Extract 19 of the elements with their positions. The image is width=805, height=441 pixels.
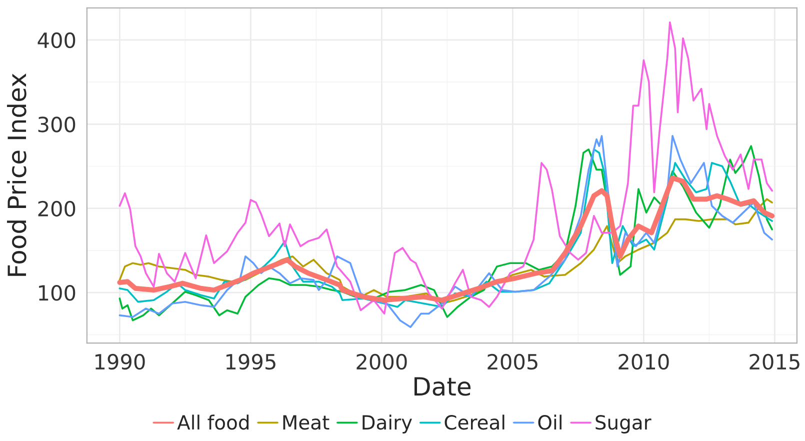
x-tick-label: 2015 bbox=[750, 354, 800, 370]
legend-label: Meat bbox=[283, 415, 330, 430]
x-tick-label: 2010 bbox=[618, 354, 669, 370]
legend-label: Oil bbox=[538, 414, 562, 430]
legend-label: All food bbox=[177, 414, 249, 430]
x-axis-title: Date bbox=[414, 377, 470, 396]
y-axis-title: Food Price Index bbox=[7, 74, 26, 276]
x-tick-label: 1990 bbox=[95, 354, 145, 370]
y-tick-label: 300 bbox=[38, 116, 76, 132]
line-series bbox=[118, 21, 773, 315]
y-tick-label: 400 bbox=[38, 32, 76, 48]
legend-label: Sugar bbox=[596, 415, 652, 434]
x-tick-label: 2005 bbox=[488, 354, 538, 370]
y-tick-label: 100 bbox=[39, 285, 76, 301]
legend-label: Cereal bbox=[444, 414, 504, 430]
x-tick-label: 2000 bbox=[356, 354, 407, 370]
y-tick-label: 200 bbox=[38, 200, 76, 217]
legend-label: Dairy bbox=[362, 414, 412, 434]
x-tick-label: 1995 bbox=[226, 354, 276, 370]
